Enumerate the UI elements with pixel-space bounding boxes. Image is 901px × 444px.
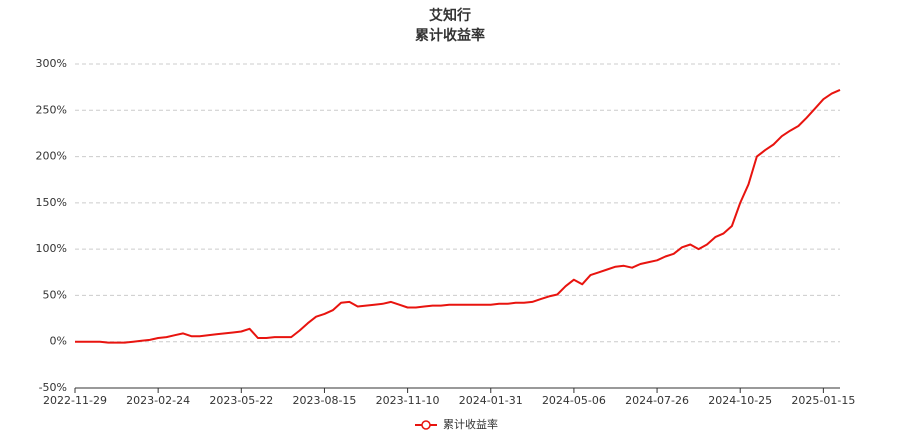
y-tick-label: 300% — [36, 57, 67, 70]
chart-title: 艾知行 — [429, 7, 471, 24]
legend-marker — [421, 420, 431, 430]
y-tick-label: 250% — [36, 103, 67, 116]
x-tick-label: 2025-01-15 — [791, 394, 855, 407]
x-tick-label: 2024-10-25 — [708, 394, 772, 407]
x-tick-label: 2023-05-22 — [209, 394, 273, 407]
legend-label: 累计收益率 — [443, 417, 498, 431]
y-tick-label: 100% — [36, 242, 67, 255]
chart-subtitle: 累计收益率 — [415, 27, 485, 44]
x-tick-label: 2022-11-29 — [43, 394, 107, 407]
y-tick-label: -50% — [39, 381, 67, 394]
series-line — [75, 88, 841, 344]
x-tick-label: 2023-08-15 — [292, 394, 356, 407]
x-tick-label: 2024-05-06 — [542, 394, 606, 407]
x-tick-label: 2024-07-26 — [625, 394, 689, 407]
y-tick-label: 0% — [50, 335, 67, 348]
x-tick-label: 2023-02-24 — [126, 394, 190, 407]
x-tick-label: 2024-01-31 — [459, 394, 523, 407]
y-tick-label: 150% — [36, 196, 67, 209]
y-tick-label: 200% — [36, 150, 67, 163]
y-tick-label: 50% — [43, 288, 67, 301]
x-tick-label: 2023-11-10 — [376, 394, 440, 407]
